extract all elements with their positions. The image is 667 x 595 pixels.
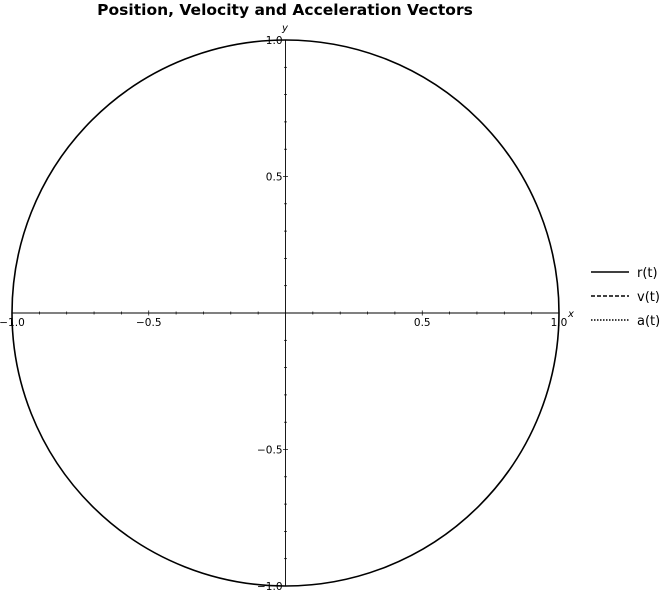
legend-label: v(t) — [637, 290, 660, 305]
axes — [12, 40, 559, 586]
series — [11, 39, 560, 587]
series-rt-curve — [11, 39, 560, 587]
legend-label: r(t) — [637, 266, 658, 281]
chart-title: Position, Velocity and Acceleration Vect… — [97, 1, 473, 19]
ticks: −1.0 −0.5 0.5 1.0−1.0−0.50.51.0 — [0, 35, 567, 593]
x-tick-label: 0.5 — [414, 317, 431, 329]
x-tick-label: −0.5 — [136, 317, 162, 329]
x-axis-label: x — [567, 309, 574, 320]
legend-label: a(t) — [637, 314, 660, 329]
y-axis-label: y — [281, 23, 289, 34]
y-tick-label: −1.0 — [257, 581, 283, 593]
y-tick-label: −0.5 — [257, 445, 283, 457]
y-tick-label: 0.5 — [266, 172, 283, 184]
legend: r(t) v(t) a(t) — [591, 266, 660, 329]
